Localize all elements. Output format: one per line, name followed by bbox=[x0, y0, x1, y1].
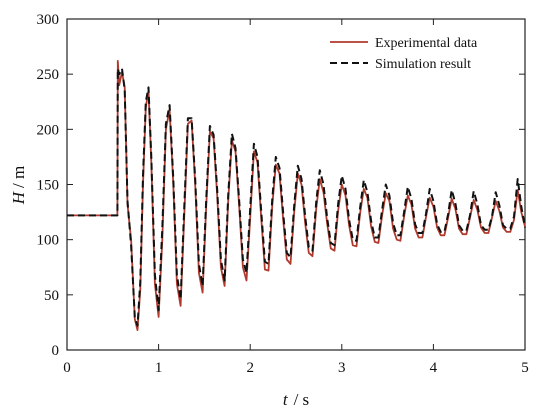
series-layer bbox=[67, 60, 526, 332]
y-axis-label: H/ m bbox=[9, 166, 28, 205]
x-tick-label: 3 bbox=[338, 360, 346, 376]
x-tick-label: 4 bbox=[430, 360, 438, 376]
x-tick-label: 2 bbox=[246, 360, 254, 376]
x-tick-label: 0 bbox=[63, 360, 71, 376]
y-tick-label: 150 bbox=[37, 178, 60, 194]
y-tick-label: 50 bbox=[44, 288, 59, 304]
x-tick-label: 1 bbox=[155, 360, 163, 376]
legend-label-experimental: Experimental data bbox=[375, 36, 478, 51]
legend-label-simulation: Simulation result bbox=[375, 57, 471, 72]
x-axis: 0 1 2 3 4 5 bbox=[63, 19, 529, 376]
x-tick-label: 5 bbox=[521, 360, 529, 376]
y-tick-label: 100 bbox=[37, 233, 60, 249]
x-axis-label: t / s bbox=[283, 390, 309, 409]
y-axis: 0 50 100 150 200 250 300 bbox=[37, 12, 525, 359]
y-tick-label: 250 bbox=[37, 67, 60, 83]
series-line-simulation bbox=[67, 67, 526, 327]
series-line-experimental bbox=[67, 60, 526, 332]
legend: Experimental data Simulation result bbox=[330, 36, 478, 72]
y-tick-label: 300 bbox=[37, 12, 60, 28]
y-tick-label: 0 bbox=[52, 343, 60, 359]
y-tick-label: 200 bbox=[37, 122, 60, 138]
